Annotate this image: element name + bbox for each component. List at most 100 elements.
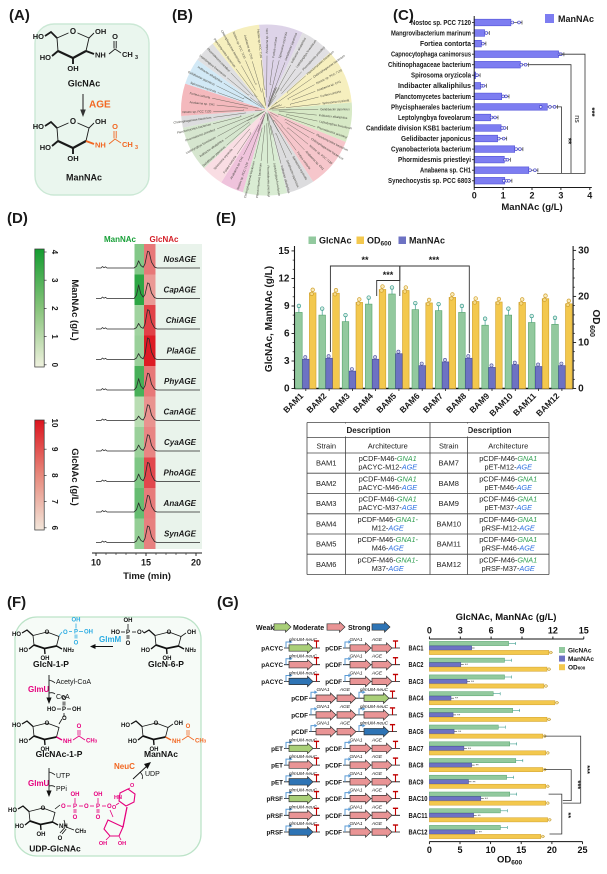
svg-text:Capnocytophaga canimorsus: Capnocytophaga canimorsus <box>391 50 471 59</box>
svg-text:O: O <box>107 804 112 810</box>
svg-text:GlcNAc: GlcNAc <box>568 648 592 655</box>
svg-text:NH: NH <box>59 824 68 830</box>
svg-text:BAC10: BAC10 <box>409 794 428 803</box>
svg-text:Strain: Strain <box>439 442 459 451</box>
svg-text:1: 1 <box>50 334 59 339</box>
svg-text:HO: HO <box>19 739 28 745</box>
svg-text:BAM7: BAM7 <box>439 459 459 468</box>
svg-text:P: P <box>62 707 66 713</box>
svg-text:Candidate division KSB1 bacter: Candidate division KSB1 bacterium <box>366 123 471 132</box>
svg-text:BAM8: BAM8 <box>444 391 468 415</box>
svg-text:GlcNAc, ManNAc (g/L): GlcNAc, ManNAc (g/L) <box>264 266 275 372</box>
svg-text:BAM8: BAM8 <box>439 479 459 488</box>
svg-text:10: 10 <box>486 845 496 855</box>
svg-text:ManNAc (g/L): ManNAc (g/L) <box>69 279 80 340</box>
svg-text:2: 2 <box>529 191 534 201</box>
svg-text:pRSF-M37-AGE: pRSF-M37-AGE <box>482 564 535 573</box>
svg-text:Planctomycetes bacterium: Planctomycetes bacterium <box>255 162 263 198</box>
svg-text:pACYC: pACYC <box>261 662 283 669</box>
svg-text:NH: NH <box>95 141 106 150</box>
svg-text:BAC2: BAC2 <box>409 660 424 669</box>
svg-text:OD600: OD600 <box>497 855 522 867</box>
svg-text:PhyAGE: PhyAGE <box>164 377 197 386</box>
svg-text:**: ** <box>564 138 573 145</box>
svg-text:GlcN-1-P: GlcN-1-P <box>33 659 69 669</box>
svg-text:PhoAGE: PhoAGE <box>164 469 197 478</box>
svg-text:pET: pET <box>271 746 283 753</box>
svg-text:BAM4: BAM4 <box>316 519 336 528</box>
svg-text:Architecture: Architecture <box>368 442 408 451</box>
svg-text:pRSF-M12-AGE: pRSF-M12-AGE <box>482 523 535 532</box>
svg-text:BAM6: BAM6 <box>316 560 336 569</box>
svg-text:glmUM-neuC: glmUM-neuC <box>360 721 389 727</box>
svg-text:GlmM: GlmM <box>99 635 122 644</box>
svg-text:pCDF: pCDF <box>325 779 342 786</box>
svg-text:0: 0 <box>578 384 584 395</box>
svg-text:4: 4 <box>50 250 59 255</box>
svg-text:GlcNAc: GlcNAc <box>68 79 101 89</box>
svg-text:0: 0 <box>284 384 290 395</box>
svg-text:HO: HO <box>12 723 21 729</box>
svg-text:Fortiea contorta: Fortiea contorta <box>320 89 342 98</box>
svg-text:O: O <box>77 724 82 730</box>
svg-text:ChiAGE: ChiAGE <box>166 316 197 325</box>
svg-text:GlcN-6-P: GlcN-6-P <box>148 659 184 669</box>
svg-text:pCDF-M46-GNA1: pCDF-M46-GNA1 <box>359 474 417 483</box>
svg-text:BAC5: BAC5 <box>409 710 424 719</box>
svg-text:BAC9: BAC9 <box>409 777 424 786</box>
svg-text:GNA1: GNA1 <box>349 671 362 677</box>
svg-text:HO: HO <box>40 53 51 62</box>
svg-text:10: 10 <box>91 558 101 568</box>
svg-text:GNA1: GNA1 <box>349 788 362 794</box>
svg-text:HN: HN <box>114 795 122 801</box>
svg-text:OH: OH <box>118 841 126 847</box>
svg-text:OH: OH <box>95 27 106 36</box>
svg-text:Anabaena sp. CH1: Anabaena sp. CH1 <box>420 166 471 175</box>
svg-text:600: 600 <box>588 325 595 337</box>
svg-text:OH: OH <box>95 117 106 126</box>
svg-text:Anabaena sp. CH1: Anabaena sp. CH1 <box>243 34 254 60</box>
svg-text:Weak: Weak <box>256 625 274 632</box>
svg-text:pCDF: pCDF <box>325 763 342 770</box>
svg-text:HO: HO <box>33 122 44 131</box>
svg-text:P: P <box>126 630 130 636</box>
svg-text:Architecture: Architecture <box>488 442 528 451</box>
svg-text:GNA1: GNA1 <box>349 654 362 660</box>
svg-text:GlcNAc: GlcNAc <box>319 236 352 246</box>
svg-text:BAM2: BAM2 <box>304 391 328 415</box>
svg-text:HO: HO <box>15 824 24 830</box>
svg-text:pCDF-M46-GNA1: pCDF-M46-GNA1 <box>479 515 537 524</box>
svg-text:20: 20 <box>578 291 590 302</box>
svg-text:**: ** <box>476 763 480 768</box>
svg-text:7: 7 <box>50 499 59 504</box>
svg-text:pET: pET <box>271 763 283 770</box>
svg-text:BAC11: BAC11 <box>409 811 428 820</box>
svg-text:pCDF-M46-GNA1: pCDF-M46-GNA1 <box>479 555 537 564</box>
svg-text:glmUM-neuC: glmUM-neuC <box>289 804 318 810</box>
svg-text:BAM7: BAM7 <box>421 391 445 415</box>
svg-text:3: 3 <box>284 356 290 367</box>
svg-text:BAM11: BAM11 <box>511 391 538 418</box>
svg-text:pCDF: pCDF <box>325 679 342 686</box>
svg-text:15: 15 <box>278 246 290 257</box>
svg-text:pCDF: pCDF <box>291 696 308 703</box>
svg-text:CH: CH <box>122 50 133 59</box>
svg-text:pCDF: pCDF <box>291 712 308 719</box>
svg-text:Indibacter alkaliphilus: Indibacter alkaliphilus <box>280 165 291 194</box>
svg-text:9: 9 <box>284 301 290 312</box>
svg-text:pACYC-M46-AGE: pACYC-M46-AGE <box>358 483 417 492</box>
svg-text:BAC1: BAC1 <box>409 644 424 653</box>
svg-text:AGE: AGE <box>339 704 351 710</box>
svg-text:glmUM-neuC: glmUM-neuC <box>289 654 318 660</box>
svg-text:10: 10 <box>578 338 590 349</box>
svg-text:***: *** <box>429 255 440 265</box>
svg-text:HO: HO <box>121 723 130 729</box>
svg-text:OH: OH <box>72 707 81 713</box>
svg-text:Fortiea contorta: Fortiea contorta <box>189 91 211 99</box>
svg-text:GNA1: GNA1 <box>349 737 362 743</box>
svg-text:10: 10 <box>50 419 59 428</box>
svg-text:**: ** <box>478 813 482 818</box>
svg-text:O: O <box>130 783 135 789</box>
svg-text:OD600: OD600 <box>367 236 392 248</box>
svg-text:glmUM-neuC: glmUM-neuC <box>289 788 318 794</box>
